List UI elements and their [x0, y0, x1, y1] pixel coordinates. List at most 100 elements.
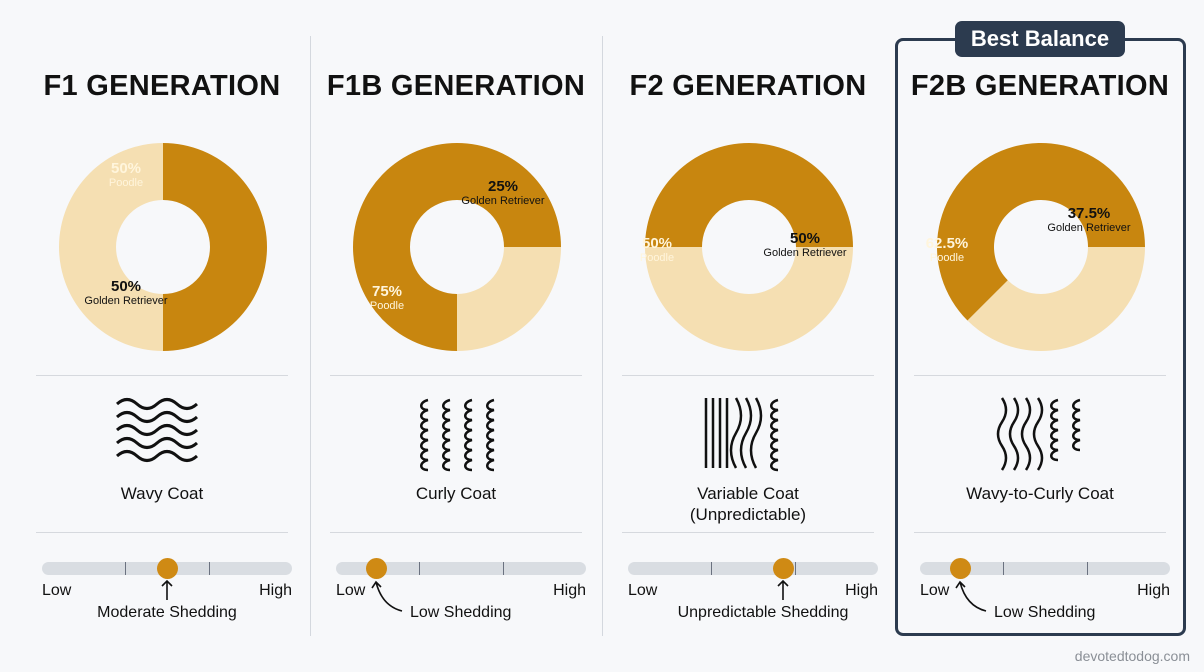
slice-label: 25% Golden Retriever — [448, 178, 558, 208]
slice-golden-retriever — [645, 247, 853, 352]
scale-tick — [502, 562, 504, 575]
slice-golden-retriever — [457, 247, 561, 351]
breed-donut-chart — [58, 143, 268, 351]
generation-title: F2B GENERATION — [910, 70, 1170, 102]
slice-breed: Poodle — [929, 252, 965, 264]
shedding-label: Low Shedding — [410, 604, 512, 621]
slice-breed: Poodle — [369, 300, 405, 312]
coat-type-label: Wavy Coat — [120, 484, 204, 503]
coat-type-note: (Unpredictable) — [689, 505, 807, 524]
slice-label: 75% Poodle — [332, 283, 442, 313]
generation-title: F1B GENERATION — [326, 70, 586, 102]
slice-percent: 62.5% — [925, 235, 969, 252]
column-divider — [602, 36, 603, 636]
shedding-label: Low Shedding — [994, 604, 1096, 621]
coat-type: Curly Coat — [310, 483, 602, 504]
wavy-lines-icon — [115, 398, 199, 462]
section-divider — [914, 375, 1166, 376]
slice-golden-retriever — [967, 247, 1145, 351]
site-credit: devotedtodog.com — [1074, 648, 1190, 664]
arrow-up-icon — [161, 579, 173, 600]
section-divider — [622, 532, 874, 533]
coat-type: Wavy Coat — [16, 483, 308, 504]
breed-donut-chart — [645, 142, 853, 352]
slice-label: 50% Golden Retriever — [750, 230, 860, 260]
scale-tick — [419, 562, 421, 575]
shedding-marker — [366, 558, 387, 579]
scale-tick — [1003, 562, 1005, 575]
scale-tick — [711, 562, 713, 575]
slice-breed: Golden Retriever — [84, 295, 168, 307]
slice-label: 50% Poodle — [71, 160, 181, 190]
slice-percent: 75% — [371, 283, 403, 300]
generation-title: F1 GENERATION — [43, 70, 281, 102]
slice-breed: Poodle — [108, 177, 144, 189]
best-balance-badge: Best Balance — [955, 21, 1125, 57]
section-divider — [622, 375, 874, 376]
coat-type-label: Wavy-to-Curly Coat — [966, 484, 1114, 503]
coat-type-label: Variable Coat — [697, 484, 799, 503]
section-divider — [36, 375, 288, 376]
slice-breed: Golden Retriever — [461, 195, 545, 207]
scale-low-label: Low — [42, 582, 72, 599]
shedding-scale — [628, 558, 878, 579]
shedding-scale — [336, 558, 586, 579]
slice-label: 62.5% Poodle — [892, 235, 1002, 265]
curly-coils-icon — [420, 398, 495, 472]
curved-arrow-icon — [371, 580, 403, 612]
generation-title: F2 GENERATION — [629, 70, 867, 102]
generation-f2: F2 GENERATION 50% Golden Retriever 50% Pood… — [602, 0, 894, 672]
shedding-marker — [950, 558, 971, 579]
section-divider — [330, 375, 582, 376]
shedding-label: Moderate Shedding — [97, 604, 237, 621]
slice-percent: 50% — [789, 230, 821, 247]
slice-label: 50% Poodle — [602, 235, 712, 265]
slice-golden-retriever — [58, 143, 163, 351]
generation-f1: F1 GENERATION 50% Poodle 50% Golden Retriev… — [16, 0, 308, 672]
slice-breed: Golden Retriever — [763, 247, 847, 259]
slice-label: 37.5% Golden Retriever — [1034, 205, 1144, 235]
slice-percent: 37.5% — [1067, 205, 1111, 222]
section-divider — [36, 532, 288, 533]
scale-tick — [1086, 562, 1088, 575]
scale-low-label: Low — [336, 582, 366, 599]
scale-high-label: High — [259, 582, 292, 599]
coat-type-label: Curly Coat — [415, 484, 497, 503]
arrow-up-icon — [777, 579, 789, 600]
slice-percent: 50% — [641, 235, 673, 252]
scale-tick — [125, 562, 127, 575]
slice-percent: 25% — [487, 178, 519, 195]
coat-type: Wavy-to-Curly Coat — [894, 483, 1186, 504]
curved-arrow-icon — [955, 580, 987, 612]
coat-type: Variable Coat (Unpredictable) — [602, 483, 894, 525]
scale-low-label: Low — [628, 582, 658, 599]
breed-donut-chart — [937, 143, 1145, 351]
shedding-scale — [42, 558, 292, 579]
scale-low-label: Low — [920, 582, 950, 599]
wavy-curly-icon — [996, 397, 1081, 471]
slice-poodle — [645, 142, 853, 247]
slice-breed: Poodle — [639, 252, 675, 264]
breed-donut-chart — [353, 143, 561, 351]
slice-poodle — [163, 143, 268, 351]
scale-high-label: High — [553, 582, 586, 599]
scale-high-label: High — [845, 582, 878, 599]
scale-tick — [794, 562, 796, 575]
column-divider — [310, 36, 311, 636]
scale-high-label: High — [1137, 582, 1170, 599]
section-divider — [330, 532, 582, 533]
generation-f1b: F1B GENERATION 25% Golden Retriever 75% Poo… — [310, 0, 602, 672]
shedding-marker — [773, 558, 794, 579]
scale-tick — [208, 562, 210, 575]
slice-percent: 50% — [110, 278, 142, 295]
slice-breed: Golden Retriever — [1047, 222, 1131, 234]
slice-label: 50% Golden Retriever — [71, 278, 181, 308]
generation-f2b: F2B GENERATION 37.5% Golden Retriever 62.5… — [894, 0, 1186, 672]
slice-percent: 50% — [110, 160, 142, 177]
mixed-hair-icon — [704, 397, 779, 472]
shedding-marker — [157, 558, 178, 579]
slice-poodle — [937, 143, 1145, 321]
section-divider — [914, 532, 1166, 533]
shedding-label: Unpredictable Shedding — [677, 604, 849, 621]
shedding-scale — [920, 558, 1170, 579]
